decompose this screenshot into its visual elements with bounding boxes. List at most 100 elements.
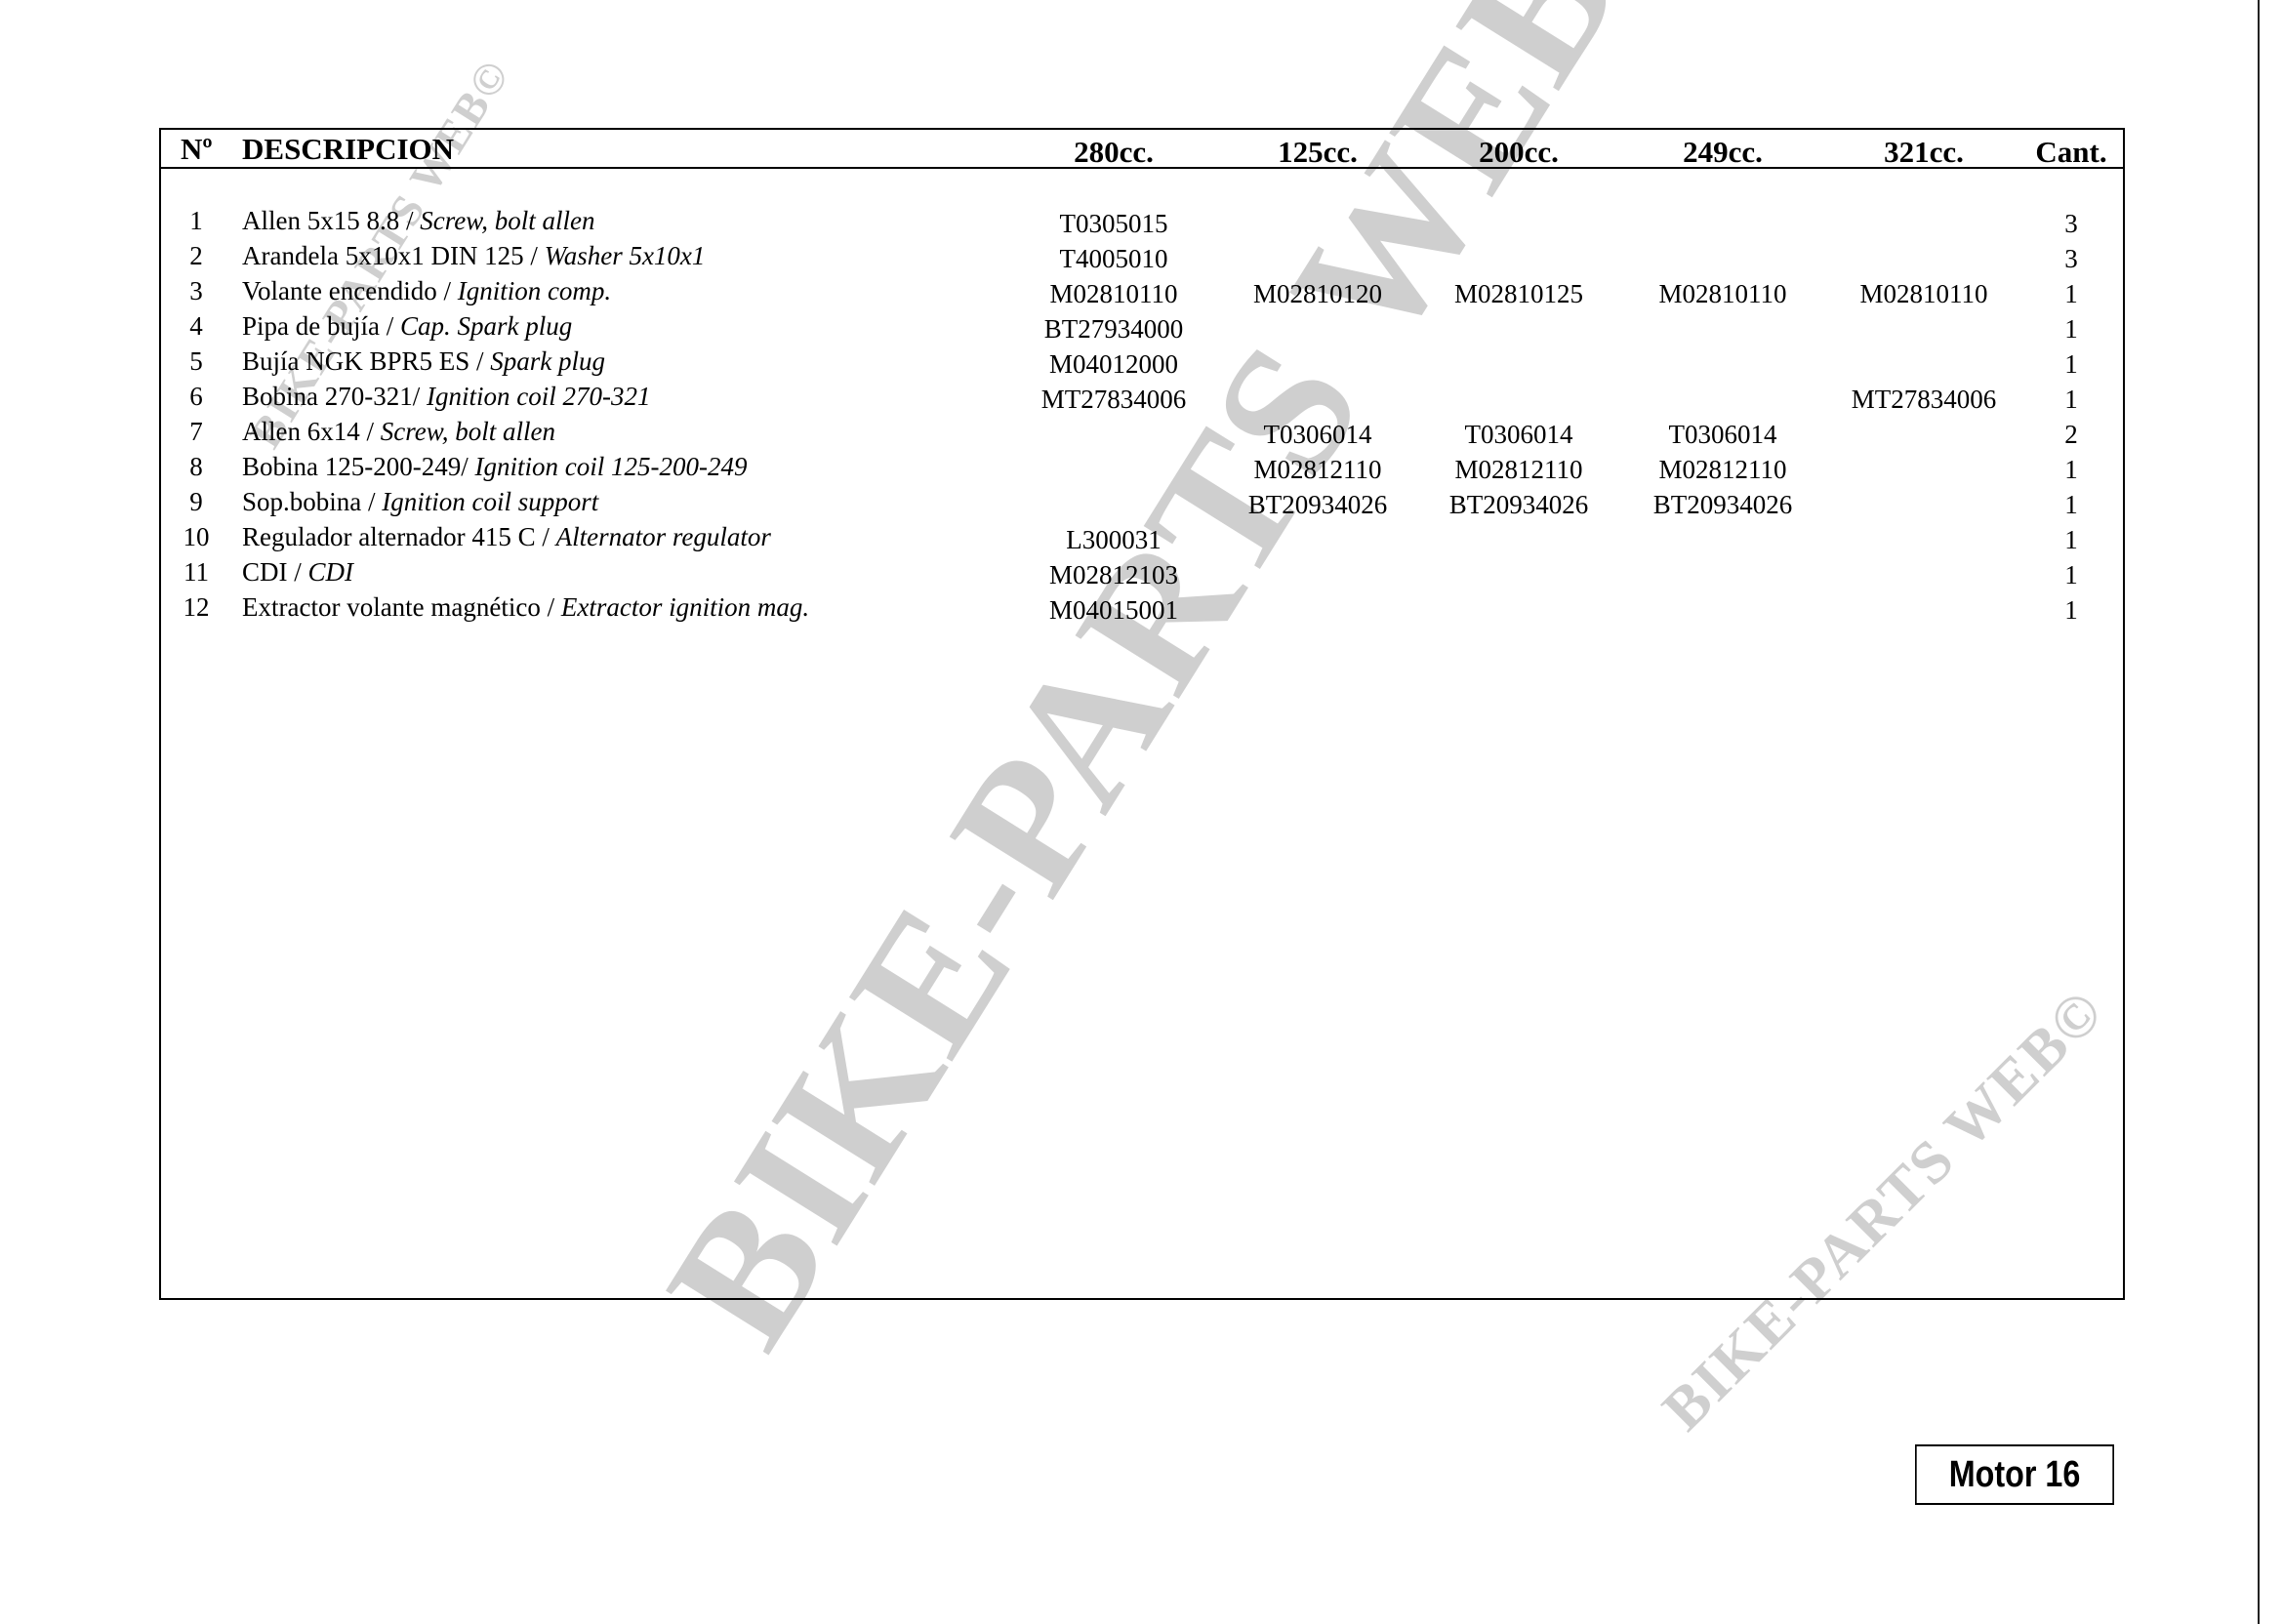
- part-cant: 1: [2064, 490, 2078, 519]
- header-280cc: 280cc.: [1074, 135, 1154, 169]
- part-c125: T0306014: [1263, 420, 1372, 449]
- page-label: Motor 16: [1915, 1444, 2114, 1505]
- part-c280: M04012000: [1048, 349, 1179, 379]
- part-c249: BT20934026: [1652, 490, 1793, 519]
- item-number: 10: [183, 522, 210, 551]
- table-row: 10 Regulador alternador 415 C / Alternato…: [161, 522, 2123, 557]
- description-es: Volante encendido /: [242, 276, 458, 305]
- table-row: 3 Volante encendido / Ignition comp. M0281…: [161, 276, 2123, 311]
- table-row: 4 Pipa de bujía / Cap. Spark plug BT279340…: [161, 311, 2123, 346]
- part-c249: M02812110: [1658, 455, 1787, 484]
- part-c200: M02812110: [1454, 455, 1583, 484]
- item-number: 8: [189, 452, 203, 481]
- part-c125: M02810120: [1252, 279, 1383, 308]
- item-description: Bobina 125-200-249/ Ignition coil 125-20…: [242, 452, 747, 482]
- description-es: Allen 6x14 /: [242, 417, 381, 446]
- part-cant: 1: [2064, 349, 2078, 379]
- description-es: Bobina 125-200-249/: [242, 452, 475, 481]
- part-c280: M02812103: [1048, 560, 1179, 589]
- table-row: 2 Arandela 5x10x1 DIN 125 / Washer 5x10x1…: [161, 241, 2123, 276]
- description-en: Cap. Spark plug: [399, 311, 573, 341]
- item-description: Arandela 5x10x1 DIN 125 / Washer 5x10x1: [242, 241, 705, 271]
- header-125cc: 125cc.: [1278, 135, 1358, 169]
- item-description: CDI / CDI: [242, 557, 353, 588]
- item-description: Extractor volante magnético / Extractor …: [242, 592, 809, 623]
- item-description: Allen 5x15 8.8 / Screw, bolt allen: [242, 206, 594, 236]
- description-es: Pipa de bujía /: [242, 311, 400, 341]
- part-cant: 1: [2064, 595, 2078, 625]
- table-row: 1 Allen 5x15 8.8 / Screw, bolt allen T0305…: [161, 206, 2123, 241]
- item-description: Allen 6x14 / Screw, bolt allen: [242, 417, 555, 447]
- header-description: DESCRIPCION: [242, 132, 455, 166]
- part-c280: T4005010: [1059, 244, 1168, 273]
- description-en: Ignition coil 125-200-249: [474, 452, 748, 481]
- part-cant: 2: [2064, 420, 2078, 449]
- item-number: 11: [183, 557, 209, 587]
- part-cant: 1: [2064, 525, 2078, 554]
- part-cant: 1: [2064, 279, 2078, 308]
- description-en: Ignition coil support: [382, 487, 599, 516]
- part-c321: MT27834006: [1851, 385, 1997, 414]
- description-es: Bujía NGK BPR5 ES /: [242, 346, 491, 376]
- part-c280: MT27834006: [1040, 385, 1187, 414]
- part-c321: M02810110: [1859, 279, 1988, 308]
- table-row: 11 CDI / CDI M02812103 1: [161, 557, 2123, 592]
- description-en: Ignition comp.: [457, 276, 612, 305]
- part-c200: M02810125: [1453, 279, 1584, 308]
- table-row: 8 Bobina 125-200-249/ Ignition coil 125-2…: [161, 452, 2123, 487]
- description-en: Spark plug: [490, 346, 606, 376]
- description-en: Alternator regulator: [555, 522, 771, 551]
- part-c125: M02812110: [1253, 455, 1382, 484]
- parts-table: Nº DESCRIPCION 280cc. 125cc. 200cc. 249c…: [159, 128, 2125, 1300]
- description-en: Screw, bolt allen: [420, 206, 595, 235]
- table-header: Nº DESCRIPCION 280cc. 125cc. 200cc. 249c…: [161, 130, 2123, 169]
- header-no: Nº: [181, 132, 213, 166]
- description-en: Ignition coil 270-321: [427, 382, 651, 411]
- header-249cc: 249cc.: [1683, 135, 1763, 169]
- part-c200: BT20934026: [1448, 490, 1589, 519]
- description-es: Arandela 5x10x1 DIN 125 /: [242, 241, 545, 270]
- item-number: 12: [183, 592, 210, 622]
- part-cant: 1: [2064, 455, 2078, 484]
- header-cant: Cant.: [2035, 135, 2107, 169]
- part-cant: 1: [2064, 314, 2078, 344]
- item-number: 9: [189, 487, 203, 516]
- table-row: 9 Sop.bobina / Ignition coil support BT209…: [161, 487, 2123, 522]
- item-description: Volante encendido / Ignition comp.: [242, 276, 611, 306]
- part-cant: 1: [2064, 560, 2078, 589]
- part-c280: L300031: [1066, 525, 1162, 554]
- item-description: Bujía NGK BPR5 ES / Spark plug: [242, 346, 605, 377]
- item-number: 2: [189, 241, 203, 270]
- item-number: 3: [189, 276, 203, 305]
- description-es: Extractor volante magnético /: [242, 592, 561, 622]
- item-description: Regulador alternador 415 C / Alternator …: [242, 522, 771, 552]
- item-description: Bobina 270-321/ Ignition coil 270-321: [242, 382, 650, 412]
- table-row: 5 Bujía NGK BPR5 ES / Spark plug M04012000…: [161, 346, 2123, 382]
- item-description: Pipa de bujía / Cap. Spark plug: [242, 311, 572, 342]
- part-c280: BT27934000: [1043, 314, 1184, 344]
- description-es: Allen 5x15 8.8 /: [242, 206, 421, 235]
- item-description: Sop.bobina / Ignition coil support: [242, 487, 598, 517]
- item-number: 6: [189, 382, 203, 411]
- part-c280: M02810110: [1049, 279, 1178, 308]
- part-c200: T0306014: [1464, 420, 1573, 449]
- item-number: 4: [189, 311, 203, 341]
- part-c280: T0305015: [1059, 209, 1168, 238]
- part-cant: 3: [2064, 244, 2078, 273]
- header-200cc: 200cc.: [1479, 135, 1559, 169]
- table-row: 6 Bobina 270-321/ Ignition coil 270-321 MT…: [161, 382, 2123, 417]
- table-row: 12 Extractor volante magnético / Extracto…: [161, 592, 2123, 628]
- description-es: Sop.bobina /: [242, 487, 383, 516]
- part-c125: BT20934026: [1247, 490, 1388, 519]
- item-number: 5: [189, 346, 203, 376]
- description-en: Washer 5x10x1: [544, 241, 706, 270]
- description-es: Regulador alternador 415 C /: [242, 522, 556, 551]
- description-en: Extractor ignition mag.: [560, 592, 810, 622]
- part-c249: T0306014: [1668, 420, 1777, 449]
- description-en: Screw, bolt allen: [380, 417, 555, 446]
- item-number: 7: [189, 417, 203, 446]
- page-edge-line: [2258, 0, 2260, 1624]
- part-c249: M02810110: [1658, 279, 1787, 308]
- part-c280: M04015001: [1048, 595, 1179, 625]
- description-es: Bobina 270-321/: [242, 382, 427, 411]
